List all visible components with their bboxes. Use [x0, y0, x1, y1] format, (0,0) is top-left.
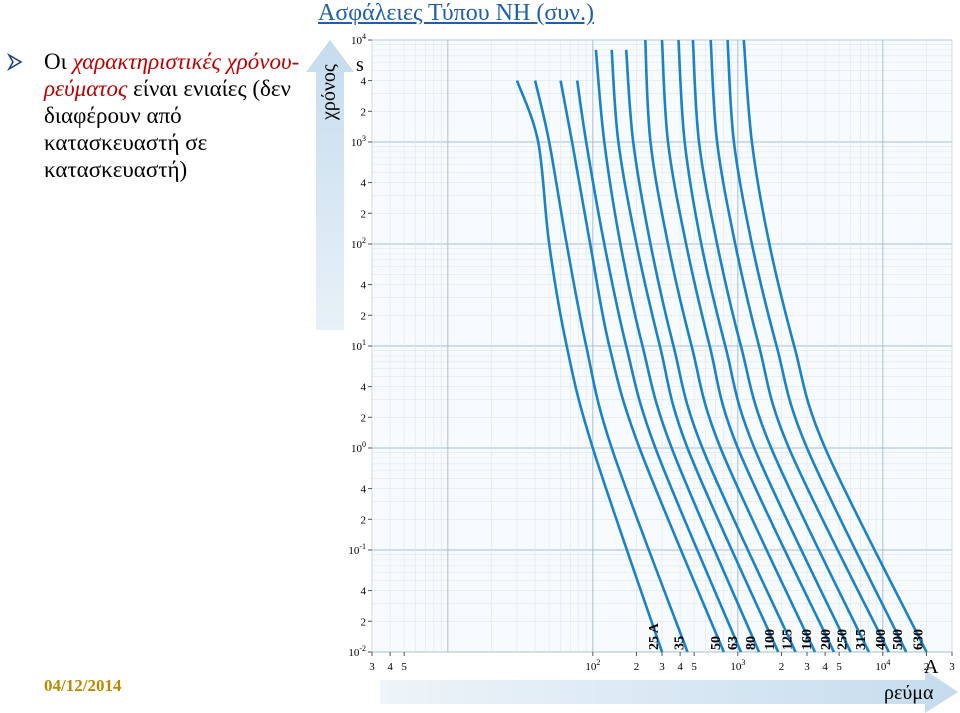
y-tick-label: 4	[361, 280, 367, 292]
x-tick-label: 4	[677, 661, 683, 673]
bullet-highlight: χαρακτηριστικές χρόνου-ρεύματος	[44, 49, 300, 101]
y-axis-label-text: χρόνος	[318, 64, 340, 121]
y-tick-labels: 104 4 2 103 4 2 102 4 2 101 4 2 100 4 2 10-1 4 2 10-2	[348, 32, 372, 659]
curve-label: 160	[800, 629, 815, 650]
curve-125	[624, 49, 797, 653]
y-tick-label: 102	[351, 236, 366, 251]
y-axis-label: χρόνος	[318, 64, 340, 121]
characteristic-curves	[515, 39, 928, 653]
x-tick-label: 5	[836, 661, 842, 673]
curve-label: 315	[854, 629, 869, 650]
curve-label: 250	[836, 629, 851, 650]
x-axis-unit: A	[924, 656, 939, 678]
curve-63	[575, 80, 743, 653]
curve-label: 400	[874, 629, 889, 650]
y-tick-label: 100	[351, 440, 366, 455]
curve-label: 125	[781, 629, 796, 650]
bullet-lead: Οι	[44, 49, 73, 74]
slide-title: Ασφάλειες Τύπου ΝΗ (συν.)	[318, 0, 594, 26]
x-tick-label: 4	[822, 661, 828, 673]
curve-label: 200	[819, 629, 834, 650]
y-tick-label: 4	[361, 76, 367, 88]
bullet-rest: είναι ενιαίες (δεν διαφέρουν από κατασκε…	[44, 76, 291, 182]
y-tick-label: 4	[361, 586, 367, 598]
y-axis-unit: s	[356, 54, 364, 76]
curve-250	[677, 39, 852, 653]
bullet-text: Οι χαρακτηριστικές χρόνου-ρεύματος είναι…	[44, 48, 304, 183]
y-tick-label: 103	[351, 134, 366, 149]
x-tick-label: 5	[691, 661, 697, 673]
curve-35	[533, 80, 689, 653]
curve-labels: 25 A 35 50 63 80 100 125 160 200 250 315 400 500 630	[647, 622, 927, 650]
x-tick-label: 2	[779, 661, 785, 673]
x-tick-label: 3	[659, 661, 665, 673]
curve-630	[742, 39, 928, 653]
x-tick-label: 4	[387, 661, 393, 673]
curve-label: 80	[744, 636, 759, 650]
x-tick-label: 102	[585, 658, 600, 673]
x-tick-label: 3	[949, 661, 955, 673]
x-tick-label: 103	[730, 658, 745, 673]
curve-label: 630	[912, 629, 927, 650]
y-tick-label: 4	[361, 382, 367, 394]
x-tick-label: 2	[634, 661, 640, 673]
x-tick-labels: 3 4 5 102 2 3 4 5 103 2 3 4 5 104 2 3	[369, 652, 955, 673]
y-tick-label: 2	[361, 412, 367, 424]
curve-label: 100	[763, 629, 778, 650]
curve-160	[644, 39, 817, 653]
curve-label: 50	[709, 636, 724, 650]
curve-label: 25 A	[647, 622, 662, 650]
time-arrow-band	[306, 40, 354, 330]
y-tick-label: 104	[351, 32, 366, 47]
curve-100	[610, 49, 780, 653]
y-tick-label: 2	[361, 106, 367, 118]
bullet-arrow-icon	[6, 52, 23, 72]
current-arrow-band	[380, 670, 958, 713]
curve-label: 63	[726, 636, 741, 650]
slide-date: 04/12/2014	[44, 676, 122, 695]
y-tick-label: 2	[361, 514, 367, 526]
y-tick-label: 10-1	[348, 542, 366, 557]
curve-400	[709, 39, 890, 653]
curve-315	[691, 39, 870, 653]
x-tick-label: 5	[401, 661, 407, 673]
curve-500	[726, 39, 908, 653]
y-tick-label: 101	[351, 338, 366, 353]
x-tick-label: 2	[924, 661, 930, 673]
y-tick-label: 2	[361, 616, 367, 628]
y-tick-label: 4	[361, 178, 367, 190]
curve-label: 500	[891, 629, 906, 650]
curve-50	[559, 80, 726, 653]
y-tick-label: 10-2	[348, 644, 366, 659]
x-tick-label: 3	[804, 661, 810, 673]
y-tick-label: 4	[361, 484, 367, 496]
curve-label: 35	[673, 636, 688, 650]
x-tick-label: 104	[875, 658, 890, 673]
curve-80	[594, 49, 761, 653]
y-tick-label: 2	[361, 310, 367, 322]
x-axis-label: ρεύμα	[884, 682, 934, 704]
y-tick-label: 2	[361, 208, 367, 220]
curve-200	[660, 39, 836, 653]
curve-25-a	[515, 80, 664, 653]
x-tick-label: 3	[369, 661, 375, 673]
